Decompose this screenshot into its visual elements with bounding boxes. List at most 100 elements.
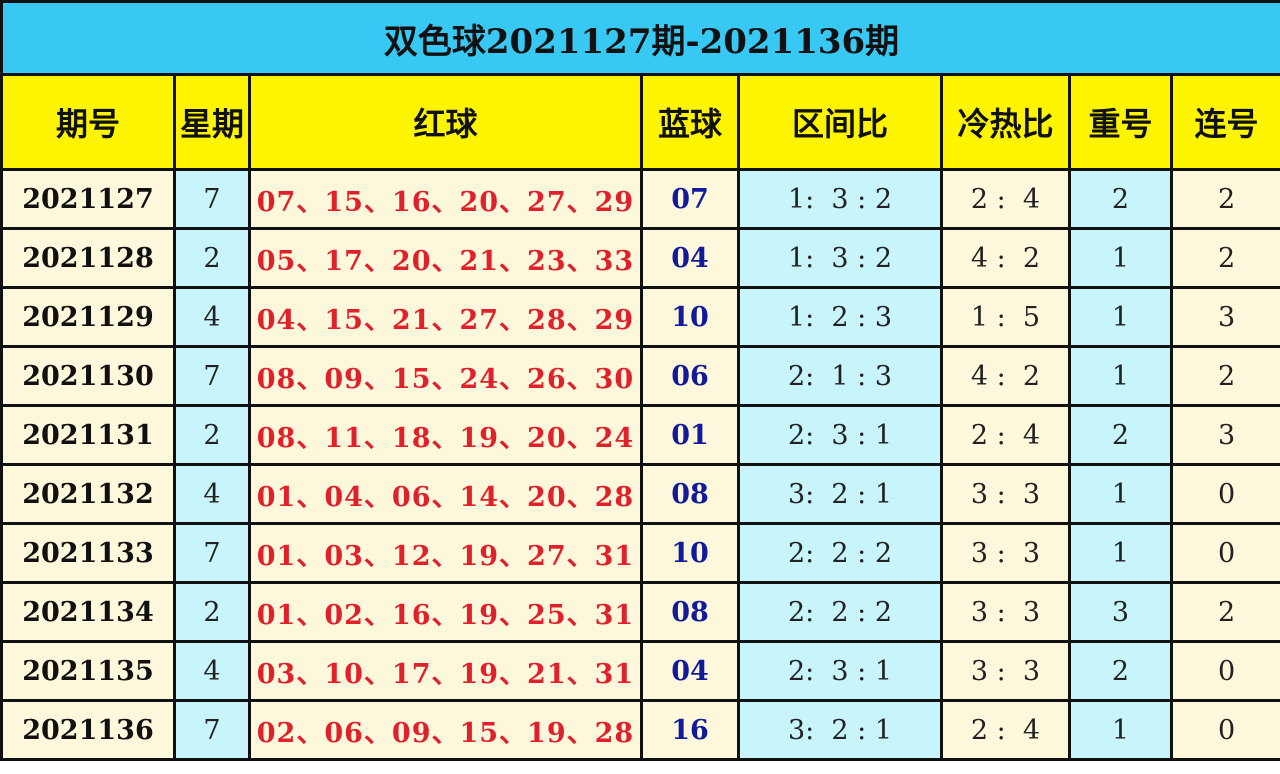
red-balls-cell: 08、09、15、24、26、30 xyxy=(248,345,643,407)
red-balls-cell: 07、15、16、20、27、29 xyxy=(248,168,643,230)
table-title: 双色球2021127期-2021136期 xyxy=(0,0,1280,76)
repeat-cell: 2 xyxy=(1068,168,1173,230)
header-repeat: 重号 xyxy=(1068,73,1173,171)
hot-cold-ratio-cell: 4 : 2 xyxy=(940,227,1071,289)
weekday-cell: 2 xyxy=(173,227,251,289)
consecutive-cell: 2 xyxy=(1169,227,1280,289)
weekday-cell: 2 xyxy=(173,581,251,643)
repeat-cell: 1 xyxy=(1068,345,1173,407)
period-cell: 2021127 xyxy=(0,168,176,230)
weekday-cell: 4 xyxy=(173,286,251,348)
blue-ball-cell: 10 xyxy=(640,286,740,348)
header-row: 期号 星期 红球 蓝球 区间比 冷热比 重号 连号 xyxy=(0,73,1280,171)
consecutive-cell: 2 xyxy=(1169,168,1280,230)
weekday-cell: 7 xyxy=(173,345,251,407)
header-blue-ball: 蓝球 xyxy=(640,73,740,171)
blue-ball-cell: 16 xyxy=(640,699,740,761)
hot-cold-ratio-cell: 2 : 4 xyxy=(940,699,1071,761)
period-cell: 2021128 xyxy=(0,227,176,289)
period-cell: 2021132 xyxy=(0,463,176,525)
header-weekday: 星期 xyxy=(173,73,251,171)
repeat-cell: 1 xyxy=(1068,463,1173,525)
blue-ball-cell: 06 xyxy=(640,345,740,407)
weekday-cell: 7 xyxy=(173,699,251,761)
zone-ratio-cell: 2: 3 : 1 xyxy=(737,404,943,466)
blue-ball-cell: 10 xyxy=(640,522,740,584)
red-balls-cell: 04、15、21、27、28、29 xyxy=(248,286,643,348)
zone-ratio-cell: 3: 2 : 1 xyxy=(737,463,943,525)
hot-cold-ratio-cell: 4 : 2 xyxy=(940,345,1071,407)
blue-ball-cell: 04 xyxy=(640,640,740,702)
weekday-cell: 2 xyxy=(173,404,251,466)
weekday-cell: 4 xyxy=(173,463,251,525)
period-cell: 2021131 xyxy=(0,404,176,466)
header-zone-ratio: 区间比 xyxy=(737,73,943,171)
repeat-cell: 1 xyxy=(1068,699,1173,761)
red-balls-cell: 03、10、17、19、21、31 xyxy=(248,640,643,702)
red-balls-cell: 02、06、09、15、19、28 xyxy=(248,699,643,761)
red-balls-cell: 05、17、20、21、23、33 xyxy=(248,227,643,289)
period-cell: 2021130 xyxy=(0,345,176,407)
zone-ratio-cell: 3: 2 : 1 xyxy=(737,699,943,761)
blue-ball-cell: 07 xyxy=(640,168,740,230)
header-red-balls: 红球 xyxy=(248,73,643,171)
red-balls-cell: 01、02、16、19、25、31 xyxy=(248,581,643,643)
consecutive-cell: 0 xyxy=(1169,522,1280,584)
consecutive-cell: 0 xyxy=(1169,463,1280,525)
period-cell: 2021129 xyxy=(0,286,176,348)
zone-ratio-cell: 2: 3 : 1 xyxy=(737,640,943,702)
red-balls-cell: 01、03、12、19、27、31 xyxy=(248,522,643,584)
weekday-cell: 7 xyxy=(173,168,251,230)
repeat-cell: 1 xyxy=(1068,227,1173,289)
hot-cold-ratio-cell: 2 : 4 xyxy=(940,404,1071,466)
header-consecutive: 连号 xyxy=(1169,73,1280,171)
hot-cold-ratio-cell: 3 : 3 xyxy=(940,640,1071,702)
weekday-cell: 4 xyxy=(173,640,251,702)
repeat-cell: 2 xyxy=(1068,640,1173,702)
zone-ratio-cell: 1: 2 : 3 xyxy=(737,286,943,348)
hot-cold-ratio-cell: 3 : 3 xyxy=(940,463,1071,525)
blue-ball-cell: 08 xyxy=(640,463,740,525)
header-hot-cold-ratio: 冷热比 xyxy=(940,73,1071,171)
blue-ball-cell: 08 xyxy=(640,581,740,643)
consecutive-cell: 3 xyxy=(1169,286,1280,348)
consecutive-cell: 2 xyxy=(1169,581,1280,643)
blue-ball-cell: 01 xyxy=(640,404,740,466)
hot-cold-ratio-cell: 2 : 4 xyxy=(940,168,1071,230)
zone-ratio-cell: 2: 2 : 2 xyxy=(737,522,943,584)
period-cell: 2021135 xyxy=(0,640,176,702)
header-period: 期号 xyxy=(0,73,176,171)
period-cell: 2021136 xyxy=(0,699,176,761)
consecutive-cell: 3 xyxy=(1169,404,1280,466)
zone-ratio-cell: 2: 2 : 2 xyxy=(737,581,943,643)
repeat-cell: 1 xyxy=(1068,522,1173,584)
zone-ratio-cell: 2: 1 : 3 xyxy=(737,345,943,407)
consecutive-cell: 0 xyxy=(1169,699,1280,761)
hot-cold-ratio-cell: 1 : 5 xyxy=(940,286,1071,348)
consecutive-cell: 2 xyxy=(1169,345,1280,407)
hot-cold-ratio-cell: 3 : 3 xyxy=(940,522,1071,584)
zone-ratio-cell: 1: 3 : 2 xyxy=(737,227,943,289)
period-cell: 2021134 xyxy=(0,581,176,643)
hot-cold-ratio-cell: 3 : 3 xyxy=(940,581,1071,643)
blue-ball-cell: 04 xyxy=(640,227,740,289)
period-cell: 2021133 xyxy=(0,522,176,584)
consecutive-cell: 0 xyxy=(1169,640,1280,702)
red-balls-cell: 08、11、18、19、20、24 xyxy=(248,404,643,466)
repeat-cell: 1 xyxy=(1068,286,1173,348)
repeat-cell: 2 xyxy=(1068,404,1173,466)
red-balls-cell: 01、04、06、14、20、28 xyxy=(248,463,643,525)
repeat-cell: 3 xyxy=(1068,581,1173,643)
weekday-cell: 7 xyxy=(173,522,251,584)
